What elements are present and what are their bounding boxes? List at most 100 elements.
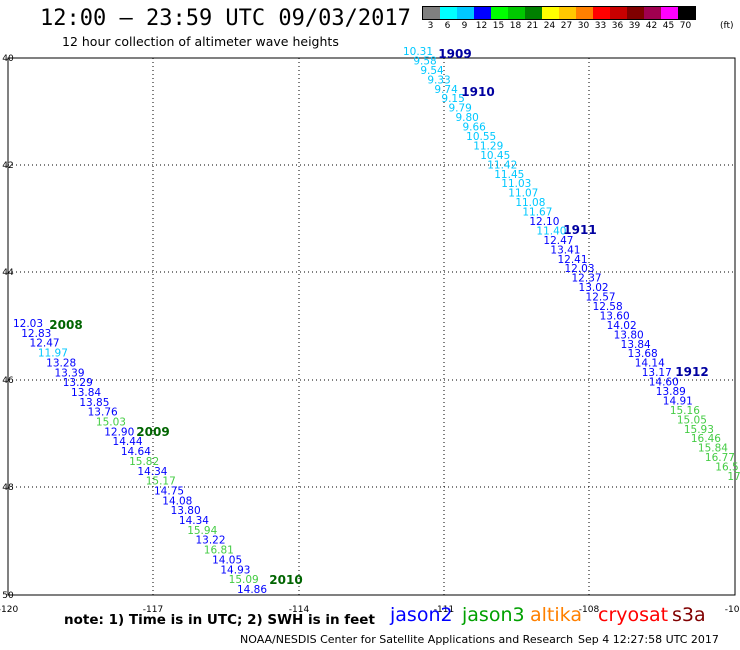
latitude-tick-label: 42 [2,161,13,171]
wave-height-value: 11.08 [515,197,545,209]
wave-height-value: 14.64 [121,446,151,458]
color-swatch [542,7,559,19]
wave-height-value: 11.40 [536,225,566,237]
color-scale-tick-label: 36 [611,21,624,31]
wave-height-value: 9.80 [455,112,478,124]
wave-height-value: 13.80 [171,505,201,517]
color-scale-tick-label: 15 [492,21,505,31]
wave-height-value: 15.94 [187,525,217,537]
color-scale-tick-label: 45 [662,21,675,31]
wave-height-value: 13.22 [195,535,225,547]
wave-height-value: 14.08 [162,495,192,507]
latitude-tick-label: 40 [2,54,14,64]
wave-height-value: 10.31 [403,46,433,58]
satellite-legend-jason3: jason3 [462,604,525,626]
wave-height-value: 14.75 [154,485,184,497]
color-scale-tick-label: 30 [577,21,590,31]
color-scale-tick-label: 21 [526,21,539,31]
footnote: note: 1) Time is in UTC; 2) SWH is in fe… [64,612,375,628]
latitude-tick-label: 50 [2,591,14,601]
satellite-legend-altika: altika [530,604,582,626]
credit-line: NOAA/NESDIS Center for Satellite Applica… [240,633,574,646]
color-scale-tick-label: 18 [509,21,522,31]
wave-height-value: 11.45 [494,169,524,181]
wave-height-value: 14.44 [113,436,143,448]
wave-height-value: 9.15 [441,93,464,105]
color-swatch [678,7,695,19]
wave-height-value: 13.17 [642,367,672,379]
color-scale-tick-label: 6 [444,21,451,31]
wave-height-value: 17 [727,471,740,483]
wave-height-value: 10.45 [480,150,510,162]
wave-height-value: 12.10 [529,216,559,228]
longitude-tick-label: -120 [0,605,18,615]
wave-height-value: 16.77 [705,452,735,464]
wave-height-value: 12.58 [593,301,623,313]
wave-height-value: 13.76 [88,407,118,419]
wave-height-value: 11.67 [522,207,552,219]
wave-height-value: 11.42 [487,159,517,171]
color-swatch [610,7,627,19]
satellite-legend-s3a: s3a [672,604,706,626]
color-scale-tick-label: 42 [645,21,658,31]
wave-height-value: 13.84 [621,339,651,351]
wave-height-value: 14.34 [179,515,209,527]
pass-time-label: 2008 [49,318,82,332]
wave-height-value: 12.37 [572,273,602,285]
wave-height-value: 15.84 [698,443,728,455]
color-swatch [525,7,542,19]
color-swatch [559,7,576,19]
satellite-legend-jason2: jason2 [390,604,453,626]
wave-height-value: 14.02 [607,320,637,332]
pass-time-label: 1910 [461,85,494,99]
wave-height-value: 14.05 [212,554,242,566]
wave-height-value: 9.58 [413,55,436,67]
wave-height-value: 16.5 [715,462,738,474]
wave-height-value: 9.54 [420,65,444,77]
map-frame [7,57,736,596]
wave-height-value: 12.83 [21,328,51,340]
wave-height-value: 14.60 [649,377,679,389]
pass-time-label: 1912 [675,365,708,379]
wave-height-value: 12.03 [13,318,43,330]
color-scale-unit: (ft) [720,21,734,31]
wave-height-value: 13.89 [656,386,686,398]
wave-height-value: 12.41 [557,254,587,266]
wave-height-value: 13.60 [600,310,630,322]
wave-height-value: 11.97 [38,348,68,360]
color-swatch [423,7,440,19]
wave-height-value: 15.05 [677,414,707,426]
color-scale-tick-label: 27 [560,21,573,31]
color-swatch [440,7,457,19]
color-swatch [457,7,474,19]
color-scale-tick-label: 70 [679,21,692,31]
generation-timestamp: Sep 4 12:27:58 UTC 2017 [578,633,719,646]
wave-height-value: 12.57 [586,292,616,304]
color-scale-tick-label: 9 [461,21,468,31]
wave-height-value: 9.74 [434,84,458,96]
latitude-tick-label: 46 [2,376,14,386]
wave-height-value: 12.47 [30,338,60,350]
pass-time-label: 1909 [438,47,471,61]
color-scale-tick-label: 39 [628,21,641,31]
wave-height-value: 14.14 [635,358,665,370]
wave-height-value: 11.29 [473,140,503,152]
wave-height-value: 13.39 [54,367,84,379]
color-scale-tick-label: 33 [594,21,607,31]
wave-height-value: 14.93 [220,564,250,576]
pass-time-label: 2009 [136,425,169,439]
color-scale-bar [422,6,696,20]
color-swatch [644,7,661,19]
wave-height-value: 12.03 [564,263,594,275]
wave-height-value: 9.33 [427,74,450,86]
wave-height-value: 13.80 [614,329,644,341]
wave-height-value: 13.41 [550,244,580,256]
color-swatch [627,7,644,19]
color-swatch [661,7,678,19]
longitude-tick-label: -111 [434,605,454,615]
wave-height-value: 15.03 [96,417,126,429]
wave-height-value: 15.09 [229,574,259,586]
wave-height-value: 10.55 [466,131,496,143]
wave-height-value: 16.46 [691,433,721,445]
